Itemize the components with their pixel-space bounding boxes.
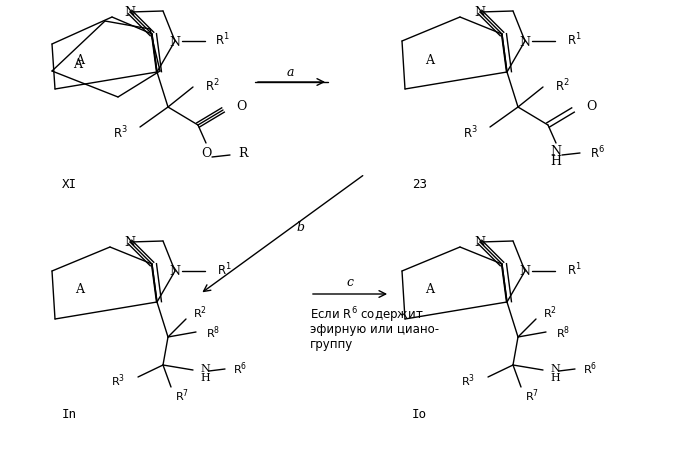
Text: H: H — [200, 372, 210, 382]
Text: R$^6$: R$^6$ — [590, 144, 605, 161]
Text: R$^3$: R$^3$ — [113, 124, 128, 141]
Text: H: H — [551, 155, 561, 168]
Text: A: A — [75, 283, 85, 296]
Text: R$^2$: R$^2$ — [193, 304, 207, 321]
Text: N: N — [519, 36, 531, 48]
Text: группу: группу — [310, 338, 353, 351]
Text: R$^8$: R$^8$ — [556, 324, 570, 341]
Text: O: O — [586, 99, 596, 112]
Text: In: In — [62, 408, 77, 421]
Text: Io: Io — [412, 408, 427, 421]
Text: Если R$^6$ содержит: Если R$^6$ содержит — [310, 304, 424, 324]
Text: эфирную или циано-: эфирную или циано- — [310, 323, 439, 336]
Text: N: N — [169, 265, 180, 278]
Text: N: N — [551, 145, 561, 158]
Text: R$^1$: R$^1$ — [217, 261, 232, 278]
Text: A: A — [426, 53, 435, 66]
Text: N: N — [519, 265, 531, 278]
Text: a: a — [287, 66, 294, 79]
Text: O: O — [236, 99, 246, 112]
Text: A: A — [73, 58, 82, 71]
Text: N: N — [475, 236, 486, 249]
Text: N: N — [124, 6, 136, 19]
Text: N: N — [550, 363, 560, 373]
Text: A: A — [75, 53, 85, 66]
Text: R$^1$: R$^1$ — [567, 261, 582, 278]
Text: R$^6$: R$^6$ — [583, 360, 597, 377]
Text: c: c — [347, 276, 354, 289]
Text: 23: 23 — [412, 178, 427, 191]
Text: N: N — [200, 363, 210, 373]
Text: R$^3$: R$^3$ — [463, 124, 478, 141]
Text: R$^3$: R$^3$ — [111, 372, 125, 388]
Text: H: H — [550, 372, 560, 382]
Text: R$^1$: R$^1$ — [567, 32, 582, 48]
Text: R$^2$: R$^2$ — [543, 304, 557, 321]
Text: N: N — [124, 236, 136, 249]
Text: XI: XI — [62, 178, 77, 191]
Text: N: N — [475, 6, 486, 19]
Text: R$^2$: R$^2$ — [205, 78, 219, 94]
Text: R$^7$: R$^7$ — [175, 387, 189, 403]
Text: A: A — [426, 283, 435, 296]
Text: R: R — [238, 147, 247, 160]
Text: R$^7$: R$^7$ — [525, 387, 539, 403]
Text: O: O — [201, 147, 211, 160]
Text: R$^3$: R$^3$ — [461, 372, 475, 388]
Text: R$^8$: R$^8$ — [206, 324, 220, 341]
Text: N: N — [169, 36, 180, 48]
Text: b: b — [296, 221, 304, 234]
Text: R$^6$: R$^6$ — [233, 360, 247, 377]
Text: R$^2$: R$^2$ — [555, 78, 570, 94]
Text: R$^1$: R$^1$ — [215, 32, 230, 48]
